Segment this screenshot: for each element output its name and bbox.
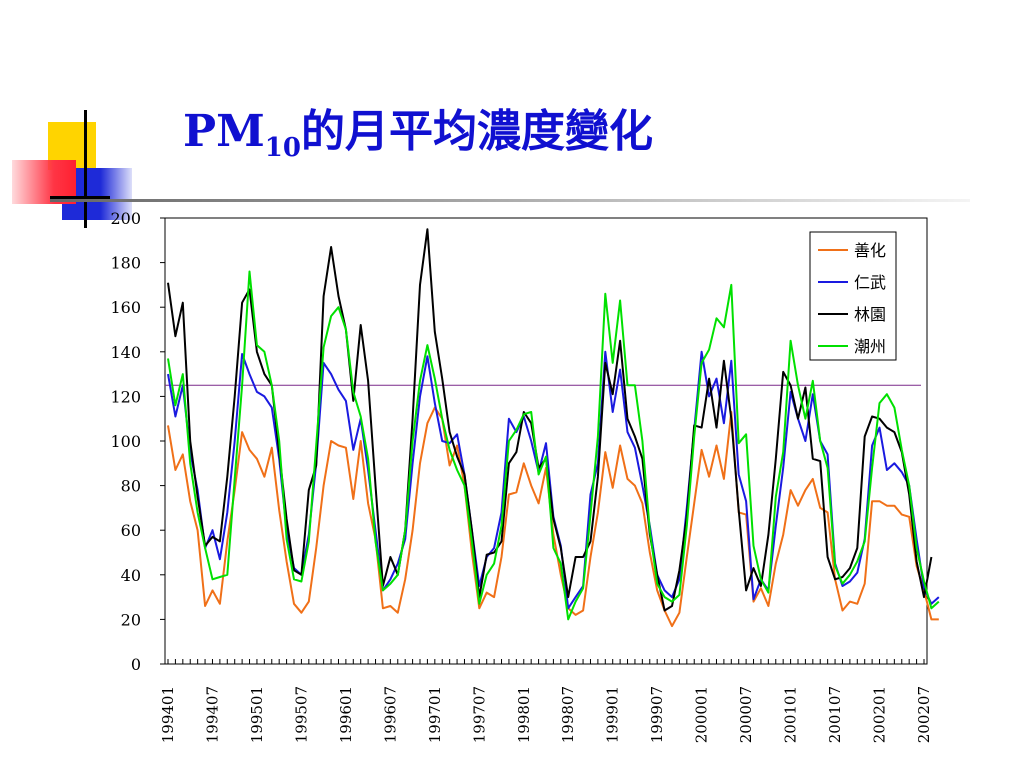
legend-box (809, 231, 897, 361)
deco-vertical-line (84, 110, 87, 228)
legend-label: 善化 (854, 241, 886, 260)
x-tick-label: 200007 (737, 686, 755, 743)
x-tick-label: 200201 (871, 686, 889, 743)
series-line-1 (167, 406, 939, 628)
x-tick-label: 199901 (604, 686, 622, 743)
y-tick-label: 20 (121, 610, 141, 629)
x-tick-label: 200207 (915, 686, 933, 743)
legend-label: 潮州 (854, 337, 886, 356)
legend-label: 林園 (854, 305, 886, 324)
legend-label: 仁武 (854, 273, 886, 292)
x-tick-label: 199401 (159, 686, 177, 743)
series-line-3 (167, 228, 933, 612)
deco-horizontal-line (50, 196, 110, 199)
x-tick-label: 199601 (337, 686, 355, 743)
x-tick-label: 199407 (203, 686, 221, 743)
x-tick-label: 199507 (292, 686, 310, 743)
x-tick-label: 199701 (426, 686, 444, 743)
y-tick-label: 0 (131, 655, 141, 674)
y-tick-label: 180 (110, 254, 141, 273)
title-rule (50, 199, 970, 202)
series-line-2 (167, 350, 940, 610)
x-tick-label: 200107 (826, 686, 844, 743)
y-tick-label: 120 (110, 387, 141, 406)
y-tick-label: 140 (110, 343, 141, 362)
x-tick-label: 199501 (248, 686, 266, 743)
x-tick-label: 199801 (515, 686, 533, 743)
y-tick-label: 100 (110, 432, 141, 451)
y-tick-label: 200 (110, 209, 141, 228)
x-tick-label: 199807 (559, 686, 577, 743)
series-line-4 (167, 270, 940, 621)
x-tick-label: 199707 (470, 686, 488, 743)
y-tick-label: 80 (121, 477, 141, 496)
y-tick-label: 40 (121, 566, 141, 585)
slide-title: PM10的月平均濃度變化 (183, 106, 653, 163)
x-tick-label: 200001 (693, 686, 711, 743)
x-tick-label: 199907 (648, 686, 666, 743)
x-tick-label: 200101 (782, 686, 800, 743)
x-tick-label: 199607 (381, 686, 399, 743)
y-tick-label: 60 (121, 521, 141, 540)
y-tick-label: 160 (110, 298, 141, 317)
